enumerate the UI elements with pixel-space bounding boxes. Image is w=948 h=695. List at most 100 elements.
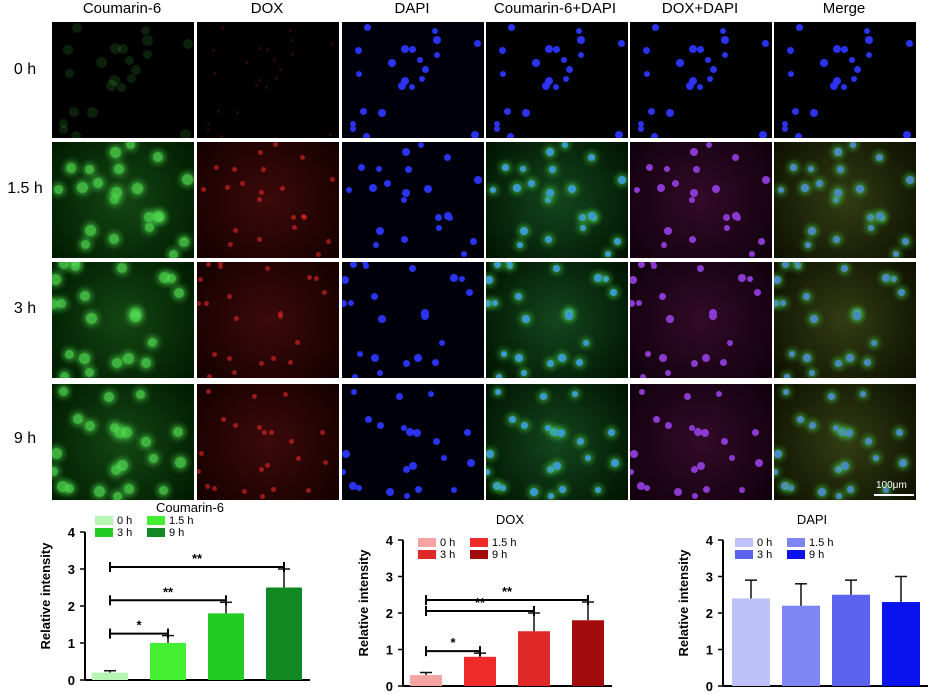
legend-label: 0 h	[117, 515, 132, 527]
cell-nucleus	[376, 369, 383, 376]
cell-nucleus	[696, 461, 705, 470]
cell-nucleus	[401, 44, 410, 53]
legend-label: 9 h	[169, 527, 184, 539]
cell-nucleus	[94, 486, 106, 498]
cell-nucleus	[864, 27, 871, 34]
cell-nucleus	[690, 188, 698, 197]
cell-nucleus	[372, 241, 379, 248]
cell-nucleus	[227, 355, 233, 361]
cell-nucleus	[432, 438, 440, 446]
cell-nucleus	[258, 79, 262, 83]
cell-nucleus	[545, 148, 554, 157]
cell-nucleus	[158, 272, 170, 284]
cell-nucleus	[604, 251, 611, 258]
cell-nucleus	[197, 469, 201, 475]
cell-nucleus	[403, 359, 411, 367]
cell-nucleus	[412, 428, 421, 437]
cell-nucleus	[840, 84, 847, 91]
cell-nucleus	[470, 238, 478, 246]
cell-nucleus	[498, 46, 506, 54]
cell-nucleus	[638, 120, 645, 127]
micrograph-coumarin6-dapi-row-1	[486, 142, 628, 258]
cell-nucleus	[567, 184, 576, 193]
cell-nucleus	[727, 339, 734, 346]
cell-nucleus	[323, 460, 329, 466]
cell-nucleus	[618, 40, 626, 48]
cell-nucleus	[794, 132, 802, 138]
cell-nucleus	[696, 84, 703, 91]
cell-nucleus	[64, 483, 74, 493]
column-header-coumarin6-dapi: Coumarin-6+DAPI	[493, 0, 617, 17]
cell-nucleus	[630, 300, 635, 308]
significance-label: **	[192, 551, 203, 566]
y-tick-label: 2	[706, 606, 713, 621]
legend-label: 1.5 h	[492, 537, 516, 549]
cell-nucleus	[486, 468, 491, 475]
cell-nucleus	[60, 372, 70, 378]
cell-nucleus	[464, 428, 472, 436]
micrograph-coumarin6-dapi-row-2	[486, 262, 628, 378]
cell-nucleus	[400, 235, 408, 243]
cell-nucleus	[571, 391, 578, 398]
micrograph-coumarin6-row-2	[52, 262, 194, 378]
y-tick-label: 3	[68, 562, 75, 577]
cell-nucleus	[402, 188, 410, 197]
cell-nucleus	[486, 300, 491, 308]
cell-nucleus	[617, 175, 626, 184]
cell-nucleus	[130, 64, 141, 75]
cell-nucleus	[494, 120, 501, 127]
cell-nucleus	[212, 351, 218, 357]
cell-nucleus	[788, 485, 795, 492]
cell-nucleus	[652, 415, 660, 423]
cell-nucleus	[832, 235, 840, 243]
cell-nucleus	[306, 487, 312, 493]
cell-nucleus	[659, 292, 667, 300]
cell-nucleus	[169, 249, 179, 258]
micrograph-dapi-row-3	[342, 384, 484, 500]
cell-nucleus	[608, 428, 616, 436]
cell-nucleus	[58, 124, 68, 134]
cell-nucleus	[644, 351, 651, 357]
cell-nucleus	[109, 423, 119, 433]
cell-nucleus	[529, 487, 538, 496]
micrograph-dox-row-3	[197, 384, 339, 500]
cell-nucleus	[117, 44, 128, 55]
bar-3h	[832, 594, 870, 686]
cell-nucleus	[546, 188, 554, 197]
cell-nucleus	[201, 187, 207, 193]
cell-nucleus	[817, 487, 826, 496]
cell-nucleus	[387, 58, 396, 67]
y-tick-label: 0	[706, 679, 713, 694]
cell-nucleus	[141, 34, 153, 46]
significance-label: **	[163, 584, 174, 599]
y-tick-label: 4	[68, 525, 76, 540]
cell-nucleus	[348, 482, 357, 491]
cell-nucleus	[559, 485, 567, 493]
cell-nucleus	[867, 213, 875, 221]
cell-nucleus	[715, 391, 722, 398]
cell-nucleus	[794, 263, 801, 270]
cell-nucleus	[521, 314, 530, 323]
cell-nucleus	[235, 111, 239, 115]
cell-nucleus	[401, 148, 410, 157]
cell-nucleus	[545, 196, 552, 203]
legend-label: 1.5 h	[809, 537, 833, 549]
cell-nucleus	[580, 224, 587, 231]
cell-nucleus	[630, 449, 639, 458]
cell-nucleus	[114, 426, 126, 438]
cell-nucleus	[280, 186, 286, 192]
cell-nucleus	[256, 425, 262, 431]
micrograph-coumarin6-row-3	[52, 384, 194, 500]
cell-nucleus	[486, 449, 495, 458]
cell-nucleus	[342, 300, 347, 308]
cell-nucleus	[788, 70, 795, 77]
legend-label: 3 h	[440, 549, 455, 561]
legend-swatch	[147, 528, 165, 537]
cell-nucleus	[68, 106, 79, 117]
cell-nucleus	[639, 373, 646, 378]
cell-nucleus	[256, 197, 262, 202]
chart-title: DOX	[496, 512, 525, 527]
cell-nucleus	[175, 457, 187, 469]
cell-nucleus	[833, 148, 842, 157]
cell-nucleus	[816, 179, 824, 187]
